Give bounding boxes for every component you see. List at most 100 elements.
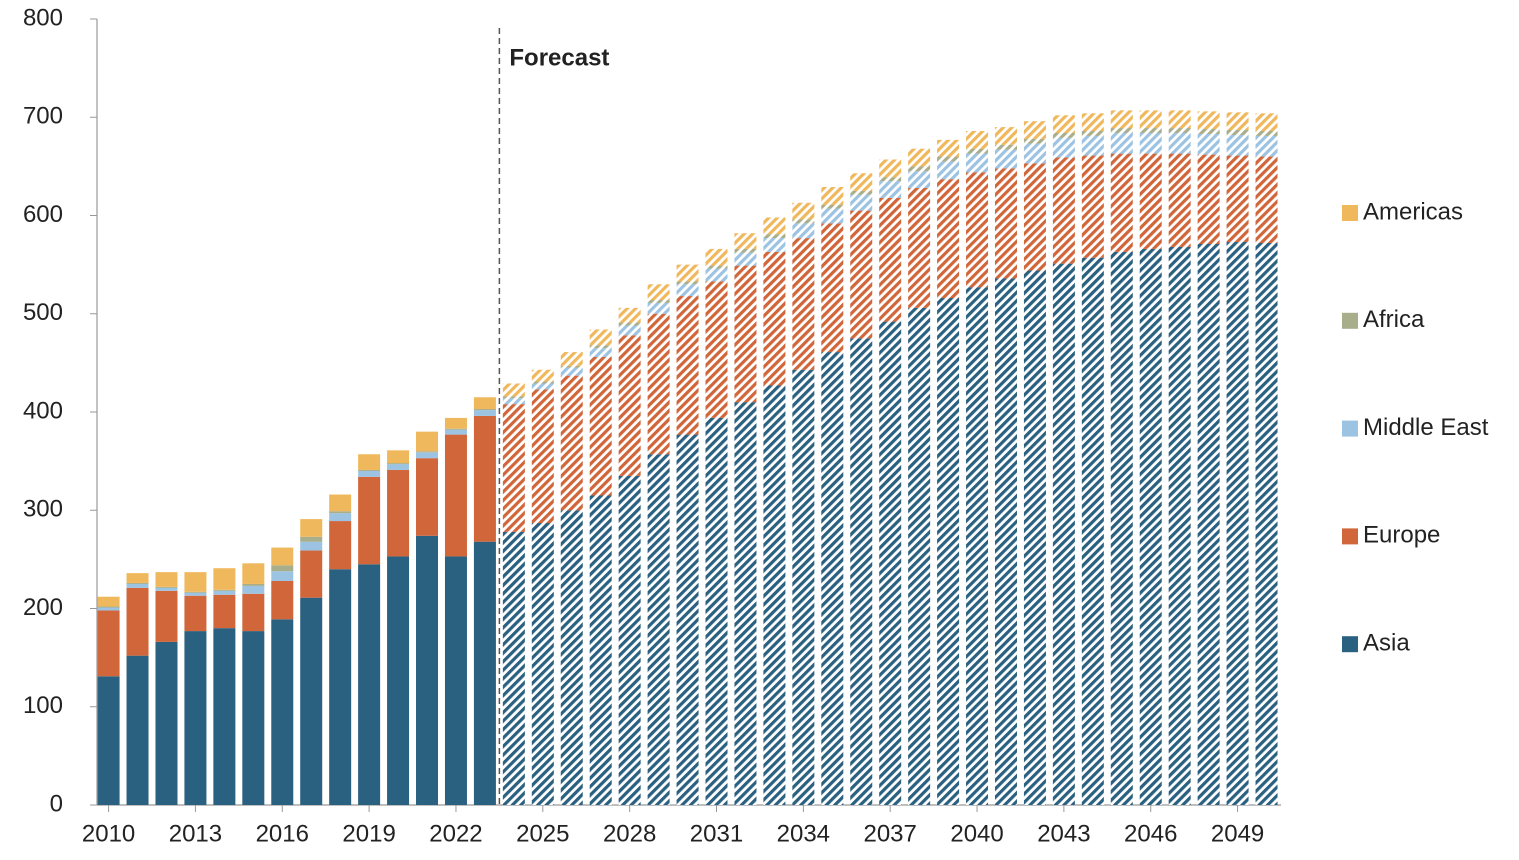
bar-segment	[242, 583, 265, 586]
bar-segment	[1023, 121, 1046, 139]
bar-segment	[97, 596, 120, 607]
bar-segment	[1023, 163, 1046, 271]
y-tick-label: 800	[23, 4, 63, 31]
x-tick-label: 2019	[342, 820, 395, 847]
bar-segment	[213, 589, 236, 591]
bar-segment	[1226, 112, 1249, 131]
bar-segment	[1139, 132, 1162, 154]
bar-segment	[705, 281, 728, 418]
bar-segment	[994, 168, 1017, 279]
bar-segment	[676, 284, 699, 297]
bar-segment	[618, 325, 641, 336]
bar-segment	[994, 144, 1017, 150]
bar-segment	[994, 278, 1017, 805]
bar-segment	[1023, 138, 1046, 144]
bar-segment	[879, 181, 902, 198]
bar-segment	[763, 238, 786, 252]
x-tick-label: 2022	[429, 820, 482, 847]
bar-segment	[271, 565, 294, 572]
bar-segment	[329, 511, 352, 514]
bar-segment	[242, 631, 265, 805]
bar-segment	[358, 476, 381, 565]
bar-segment	[937, 298, 960, 805]
bar-segment	[1255, 156, 1278, 244]
bar-segment	[850, 338, 873, 805]
legend-swatch	[1342, 205, 1358, 221]
bar-segment	[184, 572, 207, 592]
bar-segment	[358, 454, 381, 470]
bar-segment	[1226, 155, 1249, 243]
legend-swatch	[1342, 420, 1358, 437]
bar-segment	[126, 582, 149, 584]
bar-segment	[444, 556, 467, 805]
bar-segment	[242, 563, 265, 584]
bar-segment	[1081, 135, 1104, 156]
bar-segment	[705, 417, 728, 805]
x-tick-label: 2013	[169, 820, 222, 847]
bar-segment	[560, 375, 583, 511]
bar-segment	[1226, 130, 1249, 135]
bar-segment	[1255, 131, 1278, 136]
bar-segment	[97, 607, 120, 611]
bar-segment	[1168, 246, 1191, 805]
bar-segment	[879, 197, 902, 322]
bar-segment	[184, 631, 207, 805]
legend-swatch	[1342, 312, 1358, 329]
bar-segment	[937, 161, 960, 180]
bar-segment	[300, 550, 323, 598]
bar-segment	[850, 210, 873, 339]
bar-segment	[444, 417, 467, 429]
bar-segment	[1023, 143, 1046, 164]
bar-segment	[387, 450, 410, 464]
bar-segment	[242, 585, 265, 594]
bar-segment	[879, 159, 902, 178]
bar-segment	[792, 223, 815, 239]
bar-segment	[705, 268, 728, 282]
bar-segment	[734, 248, 757, 253]
bar-segment	[387, 464, 410, 470]
bar-segment	[1052, 137, 1075, 158]
bar-segment	[908, 166, 931, 172]
bar-segment	[1052, 132, 1075, 138]
y-tick-label: 700	[23, 103, 63, 130]
bar-segment	[1168, 132, 1191, 154]
bar-segment	[763, 385, 786, 805]
bar-segment	[966, 172, 989, 288]
x-tick-label: 2016	[256, 820, 309, 847]
bar-segment	[416, 535, 439, 805]
bar-segment	[184, 595, 207, 632]
bar-segment	[763, 217, 786, 235]
bar-segment	[387, 469, 410, 557]
bar-segment	[1197, 129, 1220, 134]
bar-segment	[792, 369, 815, 805]
bar-segment	[502, 383, 525, 397]
y-tick-label: 600	[23, 201, 63, 228]
y-tick-label: 400	[23, 397, 63, 424]
bar-segment	[502, 531, 525, 805]
bar-segment	[589, 495, 612, 805]
bar-segment	[155, 641, 178, 805]
bar-segment	[300, 597, 323, 805]
bar-segment	[879, 321, 902, 805]
x-tick-label: 2040	[950, 820, 1003, 847]
bar-segment	[1226, 242, 1249, 806]
y-tick-label: 500	[23, 299, 63, 326]
bar-segment	[821, 352, 844, 805]
bar-segment	[908, 307, 931, 805]
bar-segment	[1255, 243, 1278, 805]
x-tick-label: 2037	[863, 820, 916, 847]
bar-segment	[908, 187, 931, 308]
bar-segment	[155, 572, 178, 587]
bar-segment	[1197, 154, 1220, 244]
bar-segment	[242, 593, 265, 632]
bar-segment	[618, 307, 641, 323]
bar-segment	[647, 302, 670, 314]
x-tick-label: 2028	[603, 820, 656, 847]
bar-segment	[937, 156, 960, 162]
bar-segment	[589, 356, 612, 496]
bar-segment	[647, 454, 670, 805]
bar-segment	[184, 592, 207, 596]
bar-segment	[850, 173, 873, 191]
